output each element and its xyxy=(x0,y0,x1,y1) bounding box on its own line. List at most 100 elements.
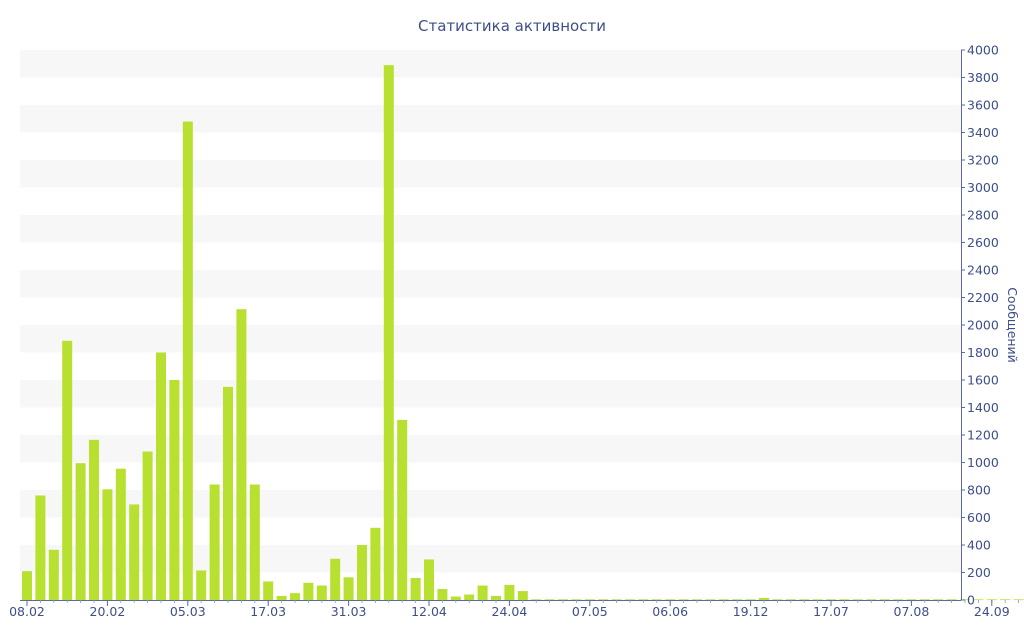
bar xyxy=(249,484,260,600)
x-tick-label: 19.12 xyxy=(733,604,769,619)
bar xyxy=(491,595,501,601)
y-tick-label: 1400 xyxy=(967,400,999,415)
grid-band xyxy=(20,325,961,353)
bar xyxy=(464,594,475,600)
bar xyxy=(276,595,287,601)
bar xyxy=(852,599,863,601)
bar xyxy=(383,65,394,601)
bar xyxy=(48,549,59,600)
bar xyxy=(785,599,796,601)
y-tick-label: 1800 xyxy=(967,345,999,360)
bar xyxy=(839,599,850,601)
bar xyxy=(477,585,488,600)
x-tick-label: 06.06 xyxy=(652,604,688,619)
y-tick-label: 600 xyxy=(967,510,991,525)
y-tick-label: 1000 xyxy=(967,455,999,470)
bar xyxy=(330,558,341,600)
bar xyxy=(115,468,126,600)
bar xyxy=(209,484,220,600)
bar xyxy=(799,599,810,601)
x-tick-labels: 08.02 20.02 05.03 17.03 31.03 12.04 24.04 07.05… xyxy=(9,600,1019,619)
y-tick-label: 200 xyxy=(967,565,991,580)
grid-band xyxy=(20,50,961,78)
y-tick-label: 1600 xyxy=(967,373,999,388)
bar xyxy=(517,591,528,600)
bar xyxy=(437,589,448,600)
y-tick-label: 2000 xyxy=(967,318,999,333)
y-tick-label: 4000 xyxy=(967,43,999,58)
bar xyxy=(973,599,984,601)
y-tick-label: 3400 xyxy=(967,125,999,140)
bar xyxy=(450,596,461,600)
y-tick-label: 0 xyxy=(967,593,975,608)
bar xyxy=(986,599,997,601)
bar xyxy=(236,309,247,600)
y-tick-label: 3800 xyxy=(967,70,999,85)
bar xyxy=(263,581,274,600)
bar xyxy=(584,599,595,601)
bar xyxy=(866,599,877,601)
y-tick-label: 2200 xyxy=(967,290,999,305)
bar xyxy=(692,599,702,601)
bar xyxy=(598,599,609,601)
y-axis-title: Сообщений xyxy=(1005,287,1020,363)
bar xyxy=(89,439,99,600)
bar xyxy=(919,599,930,601)
bar xyxy=(75,463,86,600)
bar xyxy=(906,599,917,601)
bar xyxy=(102,489,113,600)
y-tick-label: 3200 xyxy=(967,153,999,168)
bar xyxy=(678,599,689,601)
y-tick-label: 2800 xyxy=(967,208,999,223)
y-tick-label: 2600 xyxy=(967,235,999,250)
y-tick-label: 3600 xyxy=(967,98,999,113)
bar xyxy=(665,599,676,601)
x-tick-label: 24.09 xyxy=(974,604,1010,619)
x-tick-label: 08.02 xyxy=(9,604,45,619)
grid-bands xyxy=(20,50,961,573)
grid-band xyxy=(20,160,961,188)
grid-band xyxy=(20,270,961,298)
bar xyxy=(732,599,743,601)
x-tick-label: 17.07 xyxy=(813,604,849,619)
bar xyxy=(196,570,207,600)
bar xyxy=(142,451,153,600)
bar xyxy=(718,599,729,601)
bar xyxy=(946,599,957,601)
bar xyxy=(504,584,515,601)
bar xyxy=(156,352,166,600)
y-tick-labels: 0 200 400 600 800 1000 1200 1400 1600 1800 2000 220… xyxy=(961,43,999,608)
x-tick-label: 17.03 xyxy=(250,604,286,619)
bar xyxy=(316,585,327,600)
x-tick-label: 24.04 xyxy=(492,604,528,619)
bar xyxy=(812,599,823,601)
bar xyxy=(370,527,381,600)
bar xyxy=(571,599,582,601)
bar xyxy=(772,599,783,601)
bar xyxy=(424,559,434,600)
bar xyxy=(223,386,233,601)
bar xyxy=(893,599,903,601)
bar xyxy=(303,582,314,600)
x-tick-label: 05.03 xyxy=(170,604,206,619)
bar xyxy=(35,495,46,600)
bar xyxy=(62,340,73,600)
grid-band xyxy=(20,215,961,243)
grid-band xyxy=(20,105,961,133)
bar xyxy=(625,599,635,601)
bar xyxy=(410,578,421,600)
x-tick-label: 12.04 xyxy=(411,604,447,619)
bar-series xyxy=(22,65,1024,601)
x-tick-label: 20.02 xyxy=(90,604,126,619)
bar xyxy=(826,599,836,601)
bar xyxy=(879,599,890,601)
bar xyxy=(169,380,180,600)
bar xyxy=(759,597,769,600)
x-tick-label: 07.08 xyxy=(894,604,930,619)
bar xyxy=(651,599,662,601)
bar xyxy=(933,599,944,601)
bar xyxy=(745,599,756,601)
bar xyxy=(290,593,300,601)
